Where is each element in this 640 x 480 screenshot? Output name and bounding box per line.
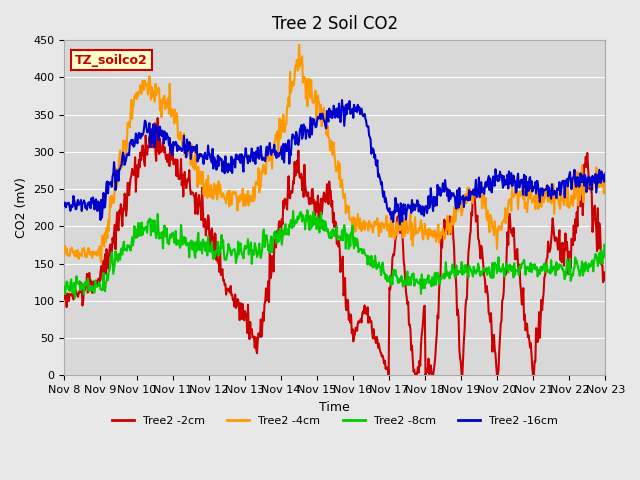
X-axis label: Time: Time	[319, 400, 350, 413]
Y-axis label: CO2 (mV): CO2 (mV)	[15, 177, 28, 238]
Text: TZ_soilco2: TZ_soilco2	[76, 53, 148, 67]
Title: Tree 2 Soil CO2: Tree 2 Soil CO2	[272, 15, 398, 33]
Legend: Tree2 -2cm, Tree2 -4cm, Tree2 -8cm, Tree2 -16cm: Tree2 -2cm, Tree2 -4cm, Tree2 -8cm, Tree…	[108, 411, 563, 430]
